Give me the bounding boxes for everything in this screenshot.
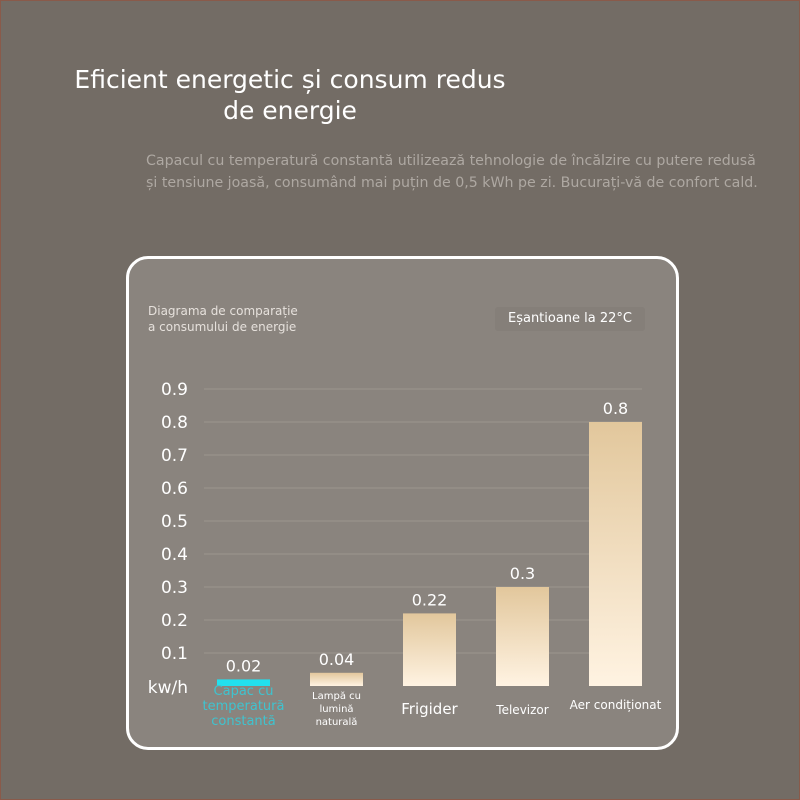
chart-caption-line-2: a consumului de energie [148, 320, 297, 334]
value-label: 0.04 [319, 650, 355, 669]
category-label: constantă [211, 714, 275, 729]
category-label: Lampă cu [312, 691, 361, 702]
value-label: 0.02 [226, 656, 262, 675]
bar [217, 679, 270, 686]
page-description: Capacul cu temperatură constantă utilize… [146, 150, 786, 194]
y-tick-label: 0.8 [161, 413, 188, 433]
category-label: Capac cu [214, 684, 274, 699]
category-label: Televizor [495, 703, 548, 717]
value-label: 0.3 [510, 564, 535, 583]
chart-caption: Diagrama de comparație a consumului de e… [148, 303, 348, 335]
bar [589, 422, 642, 686]
category-label: naturală [316, 717, 358, 728]
y-axis-unit-label: kw/h [148, 678, 188, 698]
y-tick-label: 0.9 [161, 380, 188, 400]
bar [496, 587, 549, 686]
title-line-2: de energie [223, 96, 357, 125]
description-line-1: Capacul cu temperatură constantă utilize… [146, 153, 756, 169]
y-tick-label: 0.2 [161, 611, 188, 631]
bars [217, 422, 642, 686]
chart-card: Diagrama de comparație a consumului de e… [126, 256, 679, 750]
page-title: Eficient energetic și consum redus de en… [70, 64, 510, 126]
sample-conditions-badge: Eșantioane la 22°C [495, 307, 645, 331]
bar [310, 672, 363, 686]
y-tick-label: 0.5 [161, 512, 188, 532]
title-line-1: Eficient energetic și consum redus [74, 65, 506, 94]
y-tick-label: 0.1 [161, 644, 188, 664]
y-tick-label: 0.3 [161, 578, 188, 598]
value-label: 0.8 [603, 399, 628, 418]
y-tick-label: 0.7 [161, 446, 188, 466]
chart-caption-line-1: Diagrama de comparație [148, 304, 298, 318]
category-label: lumină [319, 704, 353, 715]
y-axis-ticks: 0.1 0.2 0.3 0.4 0.5 0.6 0.7 0.8 0.9 [161, 380, 188, 664]
description-line-2: și tensiune joasă, consumând mai puțin d… [146, 175, 758, 191]
bar [403, 613, 456, 686]
category-label: Frigider [401, 700, 458, 718]
y-tick-label: 0.6 [161, 479, 188, 499]
value-labels: 0.02 0.04 0.22 0.3 0.8 [226, 399, 629, 675]
category-label: Aer condiționat [570, 698, 662, 712]
y-tick-label: 0.4 [161, 545, 188, 565]
value-label: 0.22 [412, 590, 448, 609]
category-label: temperatură [203, 699, 285, 714]
